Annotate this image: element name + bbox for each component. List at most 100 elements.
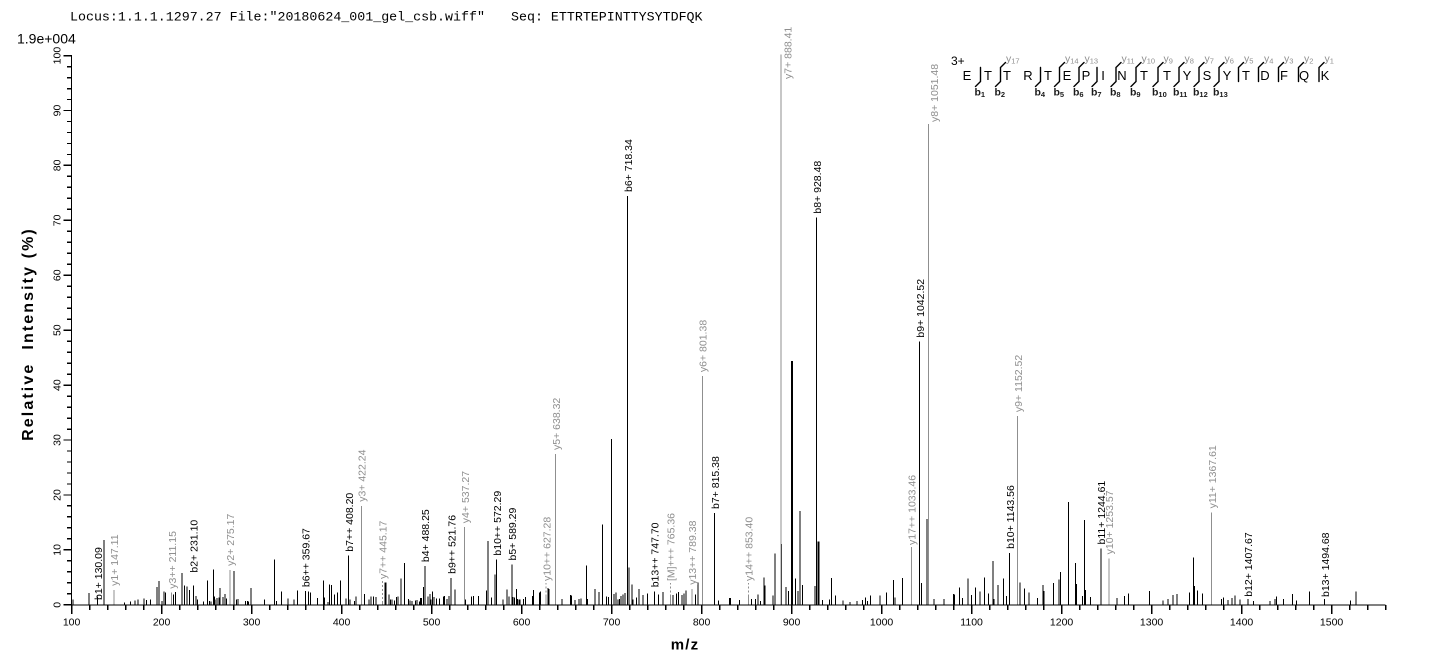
svg-text:700: 700 <box>603 617 621 629</box>
svg-text:y10: y10 <box>1142 53 1156 66</box>
svg-text:500: 500 <box>423 617 441 629</box>
svg-text:b7++ 408.20: b7++ 408.20 <box>344 493 356 552</box>
svg-text:y3++ 211.15: y3++ 211.15 <box>167 531 179 589</box>
svg-text:D: D <box>1260 68 1269 83</box>
svg-text:b2: b2 <box>995 87 1006 100</box>
svg-text:[M]+++ 765.36: [M]+++ 765.36 <box>666 513 678 581</box>
svg-text:y17: y17 <box>1006 53 1020 66</box>
svg-text:b2+ 231.10: b2+ 231.10 <box>189 520 201 573</box>
svg-text:600: 600 <box>513 617 531 629</box>
svg-text:Y: Y <box>1223 68 1232 83</box>
svg-text:900: 900 <box>783 617 801 629</box>
svg-text:b12: b12 <box>1193 87 1208 100</box>
svg-text:R: R <box>1023 68 1032 83</box>
svg-text:y2+ 275.17: y2+ 275.17 <box>225 513 237 565</box>
svg-text:100: 100 <box>52 47 64 65</box>
svg-text:y1+ 147.11: y1+ 147.11 <box>109 534 121 586</box>
svg-text:20: 20 <box>52 489 64 501</box>
svg-text:b6: b6 <box>1073 87 1084 100</box>
svg-text:y11: y11 <box>1122 53 1135 66</box>
svg-text:T: T <box>1044 68 1052 83</box>
svg-text:y9+ 1152.52: y9+ 1152.52 <box>1013 355 1025 412</box>
svg-text:10: 10 <box>52 544 64 556</box>
svg-text:S: S <box>1203 68 1212 83</box>
svg-text:N: N <box>1117 68 1126 83</box>
svg-text:400: 400 <box>333 617 351 629</box>
svg-text:b9: b9 <box>1130 87 1141 100</box>
svg-text:b10: b10 <box>1152 87 1167 100</box>
svg-text:y5+ 638.32: y5+ 638.32 <box>551 398 563 450</box>
svg-text:y7: y7 <box>1205 53 1214 66</box>
svg-text:y11+ 1367.61: y11+ 1367.61 <box>1207 445 1219 508</box>
svg-text:y9: y9 <box>1164 53 1173 66</box>
svg-text:1500: 1500 <box>1320 617 1344 629</box>
svg-text:b4+ 488.25: b4+ 488.25 <box>420 509 432 562</box>
svg-text:b12+ 1407.67: b12+ 1407.67 <box>1243 532 1255 597</box>
svg-text:60: 60 <box>52 269 64 281</box>
svg-text:b13: b13 <box>1213 87 1228 100</box>
svg-text:0: 0 <box>52 602 64 608</box>
svg-text:T: T <box>1003 68 1011 83</box>
svg-text:y5: y5 <box>1244 53 1253 66</box>
svg-text:y4: y4 <box>1264 53 1273 66</box>
svg-text:T: T <box>1242 68 1250 83</box>
svg-text:b11+ 1244.61: b11+ 1244.61 <box>1096 481 1108 545</box>
svg-text:b5: b5 <box>1054 87 1065 100</box>
svg-text:F: F <box>1280 68 1288 83</box>
svg-text:b6+ 718.34: b6+ 718.34 <box>623 139 635 192</box>
svg-text:y2: y2 <box>1304 53 1313 66</box>
svg-text:b10+ 1143.56: b10+ 1143.56 <box>1005 485 1017 549</box>
svg-text:T: T <box>984 68 992 83</box>
svg-text:70: 70 <box>52 214 64 226</box>
svg-text:b7: b7 <box>1091 87 1102 100</box>
svg-text:1400: 1400 <box>1230 617 1254 629</box>
svg-text:Y: Y <box>1183 68 1192 83</box>
svg-text:1300: 1300 <box>1140 617 1164 629</box>
svg-text:y8+ 1051.48: y8+ 1051.48 <box>929 64 941 122</box>
svg-text:y1: y1 <box>1325 53 1334 66</box>
svg-text:y13++ 789.38: y13++ 789.38 <box>687 520 699 584</box>
svg-text:30: 30 <box>52 434 64 446</box>
svg-text:m/z: m/z <box>671 637 700 654</box>
svg-text:T: T <box>1140 68 1148 83</box>
svg-text:y8: y8 <box>1185 53 1194 66</box>
svg-text:b5+ 589.29: b5+ 589.29 <box>507 507 519 560</box>
svg-text:E: E <box>963 68 972 83</box>
svg-text:b13+ 1494.68: b13+ 1494.68 <box>1320 532 1332 597</box>
svg-text:y17++ 1033.46: y17++ 1033.46 <box>907 475 919 545</box>
svg-text:I: I <box>1101 68 1105 83</box>
svg-text:Locus:1.1.1.1297.27 File:"2018: Locus:1.1.1.1297.27 File:"20180624_001_g… <box>70 10 485 25</box>
svg-text:y14: y14 <box>1065 53 1079 66</box>
svg-text:y14++ 853.40: y14++ 853.40 <box>744 517 756 581</box>
svg-text:b7+ 815.38: b7+ 815.38 <box>710 456 722 509</box>
svg-text:1100: 1100 <box>960 617 983 629</box>
svg-text:3+: 3+ <box>951 54 965 68</box>
svg-text:b11: b11 <box>1173 87 1187 100</box>
svg-text:P: P <box>1082 68 1091 83</box>
svg-text:300: 300 <box>243 617 261 629</box>
svg-text:y10++ 627.28: y10++ 627.28 <box>541 517 553 581</box>
svg-text:Relative Intensity (%): Relative Intensity (%) <box>20 227 37 441</box>
svg-text:y6: y6 <box>1225 53 1234 66</box>
svg-text:80: 80 <box>52 159 64 171</box>
svg-text:1.9e+004: 1.9e+004 <box>17 31 76 47</box>
svg-text:1200: 1200 <box>1050 617 1074 629</box>
svg-text:y4+ 537.27: y4+ 537.27 <box>460 471 472 523</box>
svg-text:200: 200 <box>153 617 171 629</box>
svg-text:T: T <box>1163 68 1171 83</box>
svg-text:y3+ 422.24: y3+ 422.24 <box>357 449 369 501</box>
svg-text:y10+ 1253.57: y10+ 1253.57 <box>1104 490 1116 554</box>
svg-text:1000: 1000 <box>870 617 894 629</box>
svg-text:b13++ 747.70: b13++ 747.70 <box>650 522 662 587</box>
svg-text:50: 50 <box>52 324 64 336</box>
svg-text:b6++ 359.67: b6++ 359.67 <box>301 528 313 587</box>
svg-text:40: 40 <box>52 379 64 391</box>
svg-text:800: 800 <box>693 617 711 629</box>
svg-text:b10++ 572.29: b10++ 572.29 <box>492 491 504 556</box>
svg-text:b8+ 928.48: b8+ 928.48 <box>812 161 824 214</box>
svg-text:K: K <box>1321 68 1330 83</box>
svg-text:90: 90 <box>52 105 64 117</box>
svg-text:b1: b1 <box>975 87 986 100</box>
svg-text:E: E <box>1063 68 1072 83</box>
svg-text:b1+ 130.09: b1+ 130.09 <box>93 547 105 600</box>
